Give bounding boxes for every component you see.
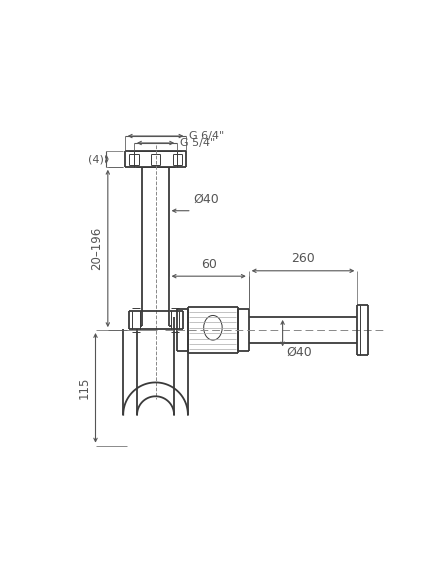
Text: G 6/4": G 6/4"	[189, 131, 224, 141]
Text: Ø40: Ø40	[286, 347, 312, 359]
Text: 20–196: 20–196	[90, 227, 103, 270]
Text: 260: 260	[290, 253, 314, 265]
Text: 115: 115	[78, 377, 91, 399]
Text: 60: 60	[201, 258, 216, 271]
Text: G 5/4": G 5/4"	[180, 138, 215, 148]
Text: Ø40: Ø40	[193, 193, 219, 206]
Text: (4): (4)	[87, 154, 103, 164]
